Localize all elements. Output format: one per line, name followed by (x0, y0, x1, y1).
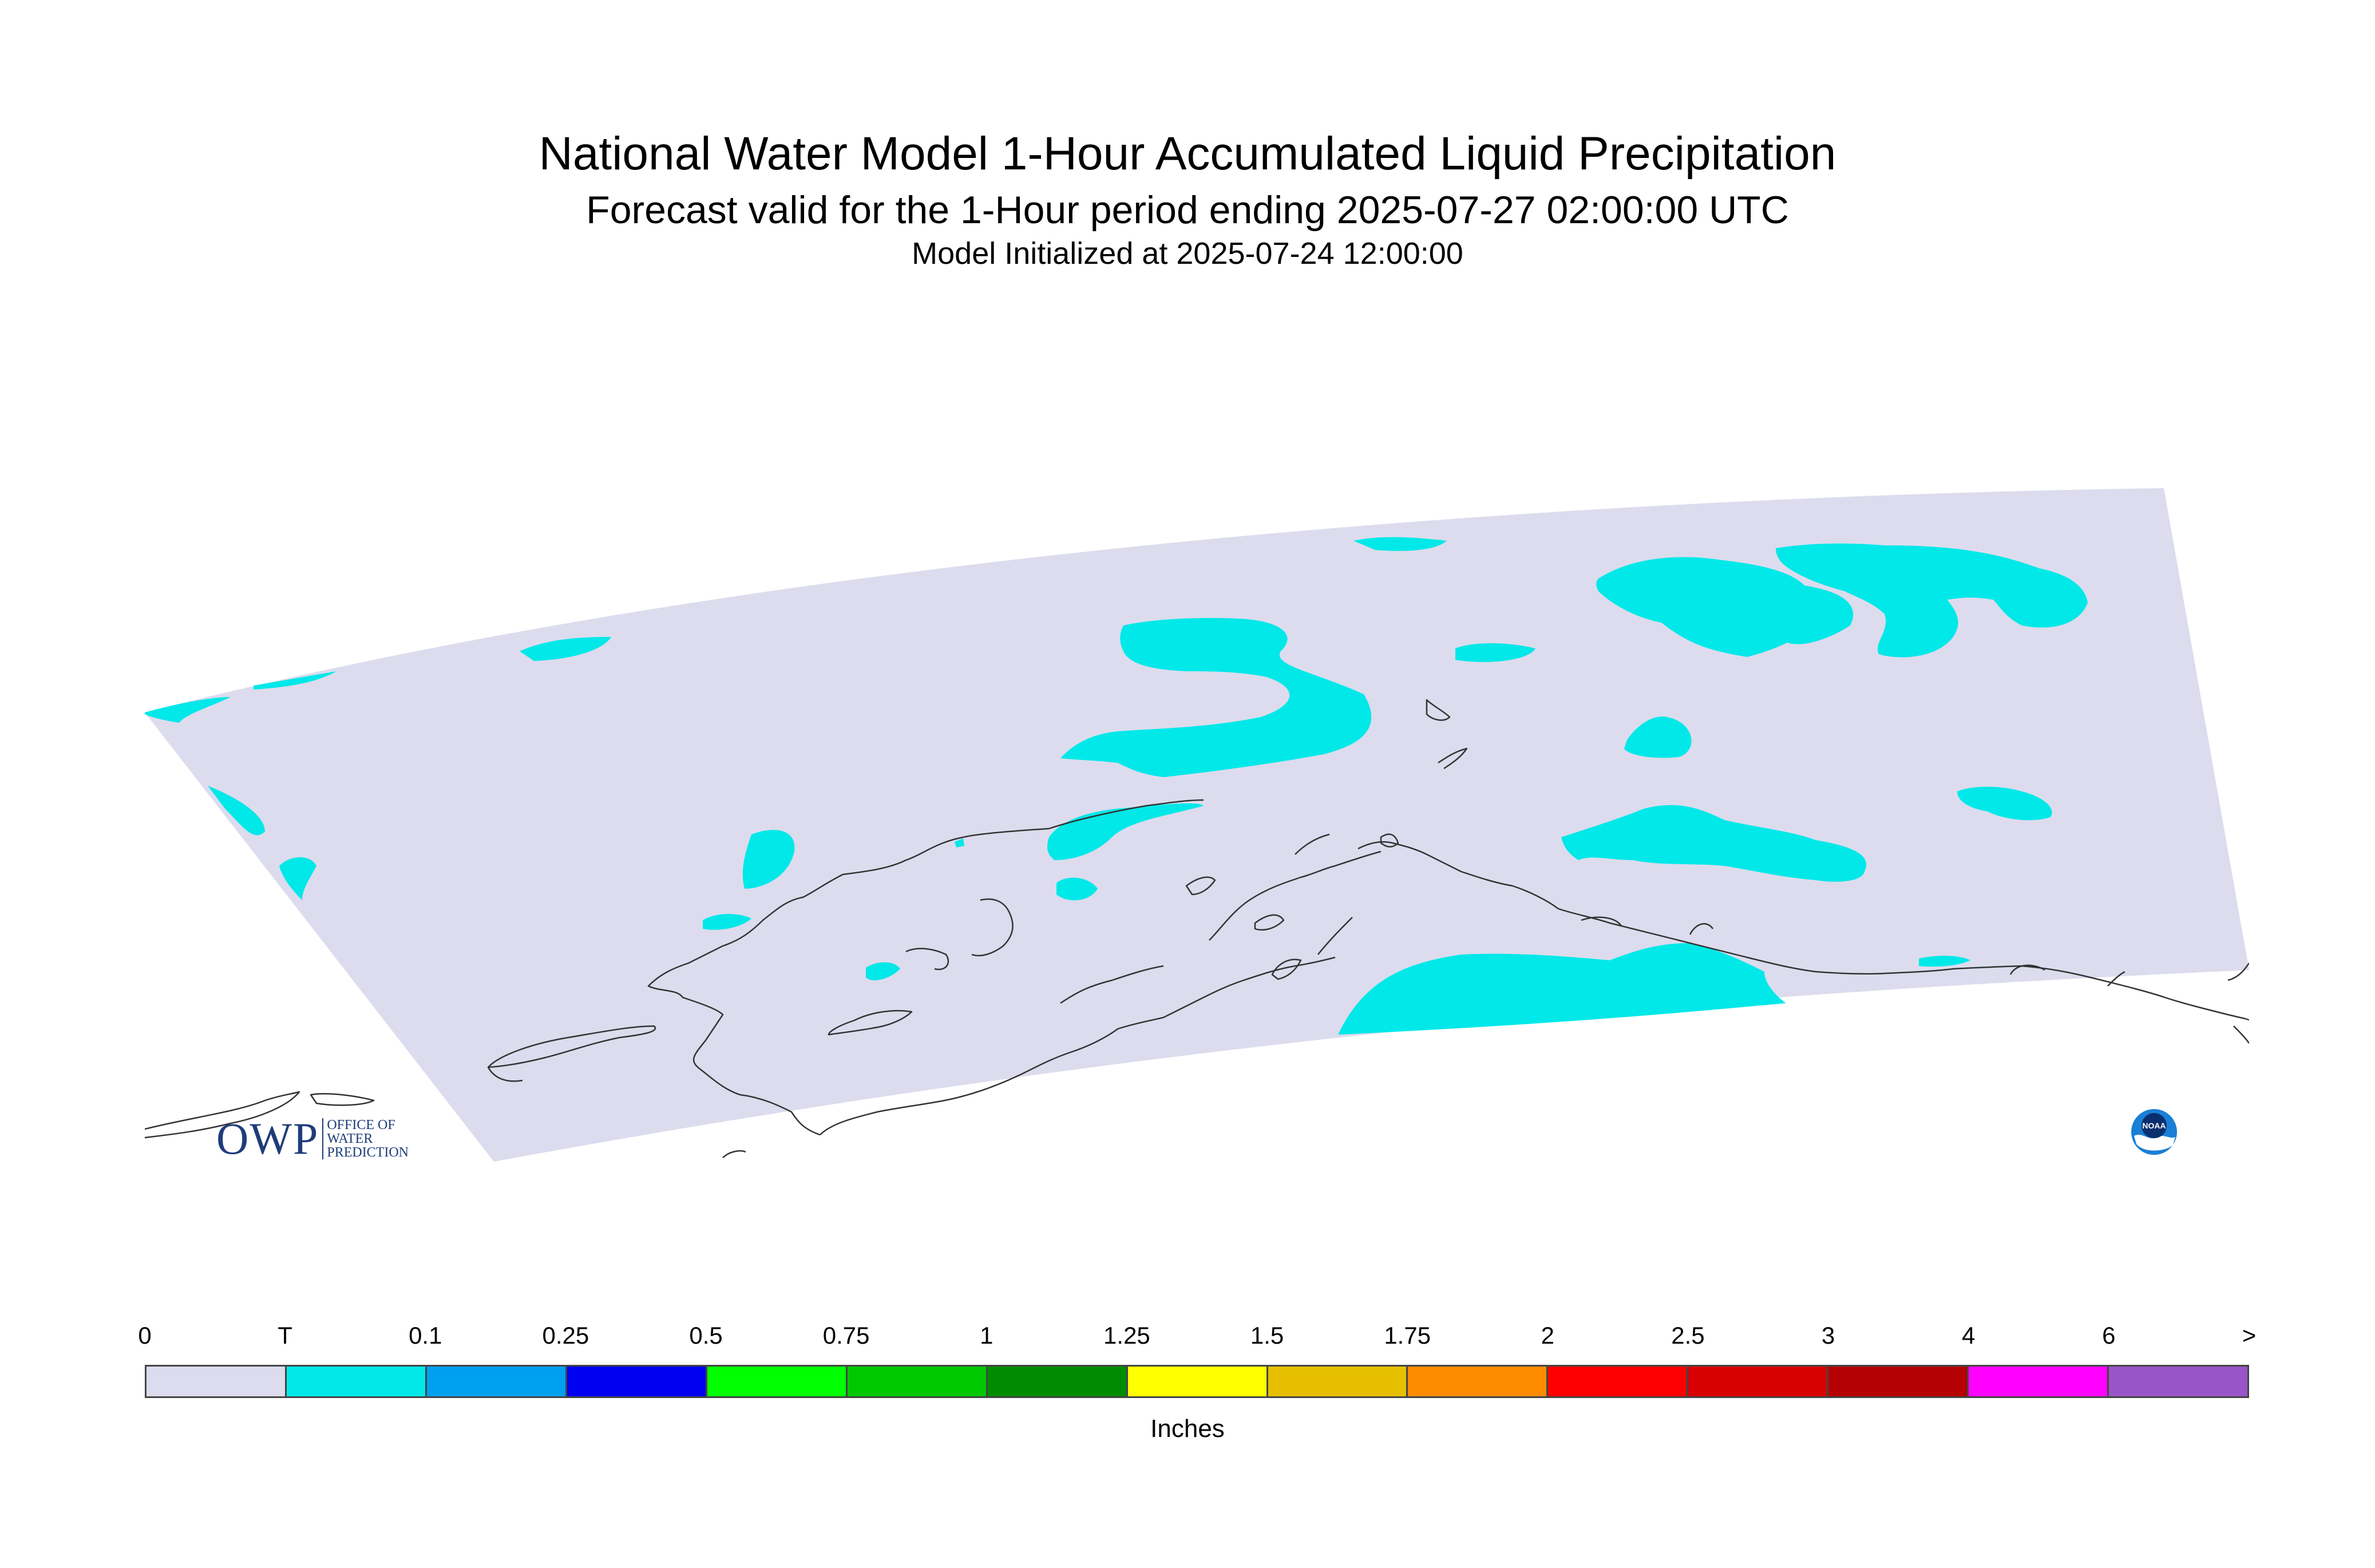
coastline (820, 956, 1336, 1135)
coastline (1271, 959, 1302, 980)
legend-tick-label: 4 (1962, 1322, 1976, 1349)
precip-area (1060, 617, 1372, 777)
legend-color-cell (286, 1367, 427, 1396)
precip-area (1455, 643, 1535, 662)
owp-logo: OWP OFFICE OF WATER PREDICTION (216, 1113, 409, 1165)
legend-color-cell (426, 1367, 567, 1396)
precip-area (1624, 716, 1692, 758)
coastline (905, 948, 949, 971)
precip-area (279, 857, 316, 900)
coastline (1426, 699, 1451, 721)
coastline (1209, 850, 1382, 941)
coastline (145, 1091, 300, 1139)
precip-areas (145, 537, 2088, 1035)
coastlines (145, 699, 2249, 1158)
coastline (1254, 914, 1285, 931)
legend-color-cell (1127, 1367, 1268, 1396)
noaa-logo: NOAA (2131, 1108, 2178, 1155)
coastline (2227, 963, 2249, 981)
precip-area (1056, 877, 1098, 901)
coastline (2021, 965, 2249, 1021)
coastline (647, 836, 964, 1136)
coastline (310, 1093, 375, 1106)
coastline (1581, 916, 1622, 926)
precip-area (955, 838, 964, 848)
precip-area (1776, 543, 2088, 658)
precip-legend (145, 1365, 2249, 1398)
precip-area (520, 637, 611, 661)
precip-area (1561, 805, 1867, 882)
coastline (722, 1150, 746, 1158)
precip-area (1596, 557, 1854, 657)
coastline (1185, 876, 1216, 896)
legend-tick-label: 6 (2102, 1322, 2116, 1349)
legend-tick-label: 0 (138, 1322, 152, 1349)
coastline (1512, 885, 2022, 975)
coastline (2009, 964, 2125, 987)
precipitation-map (145, 488, 2249, 1162)
legend-color-cell (1408, 1367, 1549, 1396)
legend-color-cell (1548, 1367, 1689, 1396)
precip-area (1338, 943, 1786, 1035)
legend-color-cell (707, 1367, 848, 1396)
legend-tick-label: T (278, 1322, 292, 1349)
noaa-logo-wave (2134, 1134, 2175, 1151)
legend-color-cell (987, 1367, 1128, 1396)
legend-tick-label: 0.75 (822, 1322, 870, 1349)
precip-area (703, 914, 751, 930)
precip-area (145, 697, 231, 723)
coastline (1380, 833, 1399, 848)
owp-logo-line: PREDICTION (327, 1145, 409, 1160)
coastline (1060, 965, 1164, 1004)
owp-logo-line: OFFICE OF (327, 1118, 395, 1133)
coastline (828, 1009, 913, 1036)
legend-tick-label: 0.1 (409, 1322, 442, 1349)
noaa-logo-text: NOAA (2142, 1121, 2166, 1130)
precip-area (1957, 786, 2052, 821)
precip-area (1353, 537, 1447, 551)
coastline (1438, 747, 1468, 770)
legend-tick-label: 2.5 (1671, 1322, 1705, 1349)
legend-tick-label: 1 (980, 1322, 993, 1349)
precip-area (742, 830, 795, 889)
legend-tick-label: 2 (1541, 1322, 1555, 1349)
legend-units-label: Inches (1150, 1415, 1225, 1443)
legend-color-cell (1268, 1367, 1408, 1396)
legend-color-cell (1969, 1367, 2109, 1396)
coastline (1689, 923, 1714, 935)
coastline (1317, 917, 1353, 955)
legend-color-cell (2109, 1367, 2248, 1396)
coastline (971, 898, 1014, 957)
legend-color-cell (1828, 1367, 1969, 1396)
precip-area (208, 786, 265, 836)
legend-tick-label: > (2242, 1322, 2257, 1349)
legend-tick-label: 0.5 (689, 1322, 723, 1349)
precip-area (254, 671, 337, 690)
legend-tick-label: 3 (1821, 1322, 1835, 1349)
owp-logo-caption: OFFICE OF WATER PREDICTION (322, 1118, 409, 1159)
noaa-logo-dark-top (2142, 1113, 2167, 1138)
precip-area (866, 962, 900, 980)
coastline (2233, 1025, 2249, 1044)
legend-color-cell (847, 1367, 988, 1396)
forecast-valid-subtitle: Forecast valid for the 1-Hour period end… (586, 188, 1789, 232)
legend-color-cell (1688, 1367, 1829, 1396)
owp-logo-letters: OWP (216, 1114, 319, 1163)
legend-tick-label: 1.75 (1384, 1322, 1431, 1349)
coastline (487, 1025, 656, 1068)
map-title: National Water Model 1-Hour Accumulated … (539, 128, 1836, 180)
legend-tick-label: 0.25 (542, 1322, 589, 1349)
precip-area (1919, 956, 1970, 967)
coastline (487, 1067, 523, 1082)
coastline (963, 799, 1204, 838)
legend-tick-label: 1.25 (1103, 1322, 1150, 1349)
legend-tick-label: 1.5 (1250, 1322, 1284, 1349)
model-init-line: Model Initialized at 2025-07-24 12:00:00 (912, 236, 1463, 271)
coastline (1295, 833, 1513, 887)
legend-colorbar (145, 1365, 2249, 1398)
owp-logo-line: WATER (327, 1131, 373, 1146)
legend-color-cell (567, 1367, 707, 1396)
legend-color-cell (147, 1367, 287, 1396)
